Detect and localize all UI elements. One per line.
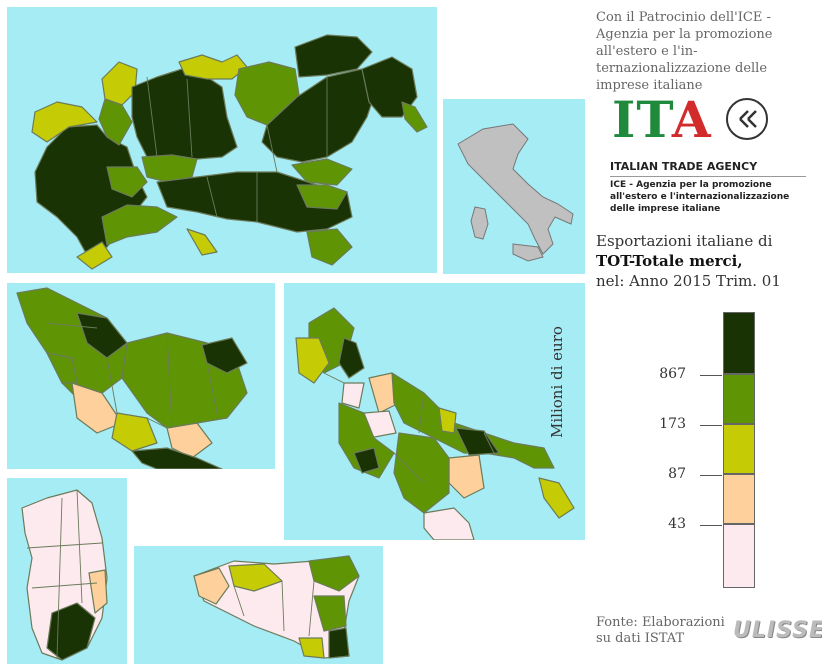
province-palermo[interactable] — [228, 563, 283, 592]
province-foggia[interactable] — [438, 407, 457, 434]
region-calabria-north[interactable] — [423, 507, 475, 540]
province-firenze-prato[interactable] — [76, 312, 128, 359]
inset-italy — [457, 123, 574, 262]
legend-swatch-2 — [723, 374, 755, 424]
region-campania[interactable] — [338, 402, 395, 479]
source-line-2: su dati ISTAT — [596, 631, 685, 646]
province-la-spezia[interactable] — [186, 228, 218, 256]
map-south — [295, 307, 575, 540]
source-line-1: Fonte: Elaborazioni — [596, 615, 725, 630]
province-ragusa[interactable] — [298, 637, 325, 659]
legend-tick-2 — [700, 425, 722, 426]
legend-tick-1 — [700, 375, 722, 376]
title-line-2: TOT-Totale merci, — [596, 252, 743, 270]
title-line-3: nel: Anno 2015 Trim. 01 — [596, 272, 781, 290]
province-livorno[interactable] — [71, 382, 123, 434]
legend-swatch-5 — [723, 524, 755, 588]
province-pisa[interactable] — [46, 352, 78, 384]
province-napoli[interactable] — [353, 447, 380, 474]
inset-italy-panel — [443, 99, 585, 274]
province-ancona[interactable] — [201, 337, 248, 374]
map-center — [16, 287, 248, 469]
province-taranto[interactable] — [448, 454, 485, 499]
title-line-1: Esportazioni italiane di — [596, 232, 773, 250]
source-note: Fonte: Elaborazioni su dati ISTAT — [596, 615, 725, 647]
legend-break-3: 87 — [668, 466, 686, 482]
map-north — [31, 34, 428, 270]
province-bari[interactable] — [455, 427, 500, 456]
region-alto-adige[interactable] — [294, 34, 373, 78]
ita-agency-label: ITALIAN TRADE AGENCY — [610, 160, 758, 173]
province-catania[interactable] — [313, 595, 347, 632]
ita-subtitle: ICE - Agenzia per la promozione all'este… — [610, 180, 790, 214]
province-chieti[interactable] — [338, 337, 365, 379]
legend-break-4: 43 — [668, 516, 686, 532]
map-sardinia — [21, 489, 108, 661]
ita-mark-icon — [726, 98, 768, 140]
map-title: Esportazioni italiane di TOT-Totale merc… — [596, 231, 818, 291]
legend-swatch-1 — [723, 312, 755, 374]
province-cagliari[interactable] — [46, 602, 96, 661]
ita-logo: ITA ITALIAN TRADE AGENCY ICE - Agenzia p… — [608, 92, 814, 214]
map-panel-north — [7, 7, 437, 273]
map-sicily — [193, 555, 360, 659]
province-trapani[interactable] — [193, 567, 230, 605]
legend-tick-3 — [700, 475, 722, 476]
province-sondrio[interactable] — [178, 54, 248, 80]
map-panel-sardinia — [7, 478, 127, 664]
province-laquila[interactable] — [295, 337, 330, 384]
province-messina[interactable] — [308, 555, 360, 592]
sponsor-text: Con il Patrocinio dell'ICE - Agenzia per… — [596, 10, 773, 93]
legend-tick-4 — [700, 525, 722, 526]
province-siracusa[interactable] — [328, 627, 350, 659]
logo-letter-t: T — [636, 90, 672, 149]
province-ferrara[interactable] — [296, 184, 348, 210]
province-ogliastra[interactable] — [88, 569, 108, 614]
legend-swatch-4 — [723, 474, 755, 524]
province-pavia[interactable] — [106, 166, 148, 198]
region-basilicata[interactable] — [393, 432, 450, 514]
province-varese[interactable] — [98, 98, 133, 146]
map-panel-south — [284, 283, 585, 540]
sicily-outline — [512, 243, 544, 262]
region-lazio-south[interactable] — [131, 447, 223, 469]
region-valle-aosta[interactable] — [31, 101, 98, 143]
logo-letter-i: I — [612, 90, 637, 149]
map-panel-center — [7, 283, 275, 469]
province-lodi-cremona[interactable] — [141, 154, 198, 183]
logo-divider — [610, 176, 806, 177]
sardinia-outline — [470, 206, 489, 240]
italy-outline — [457, 123, 574, 255]
ulisse-logo: ULISSE — [733, 618, 822, 643]
legend-break-1: 867 — [659, 366, 686, 382]
region-puglia[interactable] — [391, 372, 555, 469]
province-rimini[interactable] — [306, 228, 353, 266]
province-siena[interactable] — [111, 412, 158, 452]
province-trieste[interactable] — [401, 101, 428, 133]
legend — [723, 312, 755, 588]
province-rovigo[interactable] — [291, 158, 353, 186]
map-panel-sicily — [134, 546, 383, 664]
ita-letters: ITA — [612, 92, 712, 148]
legend-axis-title: Milioni di euro — [548, 326, 566, 438]
region-veneto[interactable] — [261, 68, 378, 163]
province-imperia[interactable] — [76, 241, 113, 270]
legend-swatch-3 — [723, 424, 755, 474]
province-isernia[interactable] — [341, 382, 365, 409]
province-lecce[interactable] — [538, 477, 575, 519]
legend-break-2: 173 — [659, 416, 686, 432]
logo-letter-a: A — [671, 90, 712, 149]
region-liguria[interactable] — [101, 204, 178, 246]
